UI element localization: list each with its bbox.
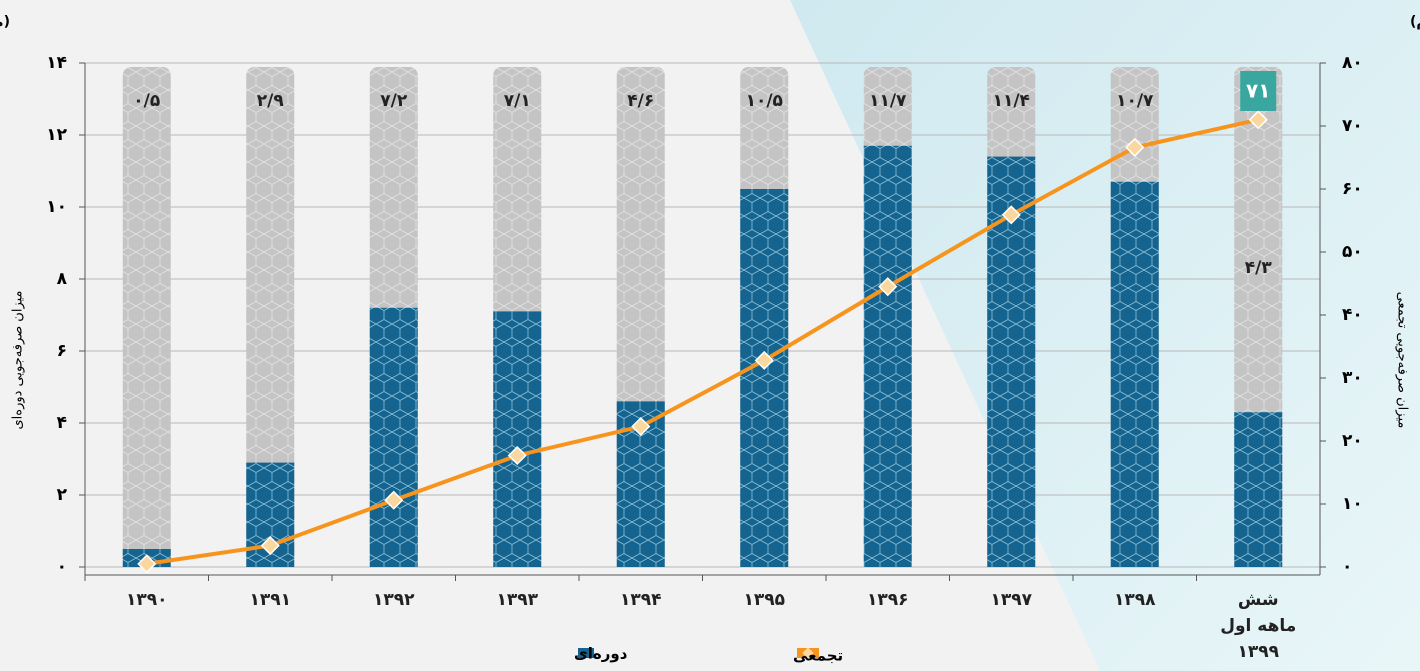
bar-value-label: ۱۱/۷ — [869, 91, 907, 111]
line-marker — [878, 277, 898, 297]
x-tick-label: ۱۳۹۱ — [249, 590, 291, 610]
y2-tick-label: ۲۰ — [1342, 431, 1363, 451]
line-marker — [1125, 137, 1145, 157]
left-unit: (میلیون بشکه نفت خام) — [0, 14, 10, 30]
y2-tick-label: ۵۰ — [1342, 242, 1363, 262]
line-marker — [631, 416, 651, 437]
line-marker — [137, 554, 157, 574]
bar — [493, 311, 542, 567]
x-tick-label: ۱۳۹۶ — [866, 590, 909, 610]
x-tick-label: شش ماهه اول ۱۳۹۹ — [1220, 590, 1297, 662]
bar-value-label: ۲/۹ — [257, 91, 285, 111]
bar — [863, 145, 912, 568]
x-tick-label: ۱۳۹۰ — [125, 590, 168, 610]
y2-tick-label: ۸۰ — [1342, 53, 1363, 73]
y2-axis-title: میزان صرفه‌جویی تجمعی — [1395, 292, 1410, 429]
line-value-label: ۷۱ — [1246, 79, 1270, 103]
x-tick-label: ۱۳۹۵ — [743, 590, 785, 610]
y-axis-title: میزان صرفه‌جویی دوره‌ای — [11, 290, 26, 429]
y-tick-label: ۲ — [57, 485, 68, 505]
legend-marker — [802, 647, 814, 659]
y2-tick-label: ۰ — [1342, 557, 1352, 577]
y2-tick-label: ۱۰ — [1342, 494, 1363, 514]
y-tick-label: ۱۰ — [46, 197, 67, 217]
bar-value-label: ۴/۳ — [1245, 258, 1273, 278]
y-tick-label: ۱۴ — [46, 53, 67, 73]
bar-value-label: ۱۰/۷ — [1116, 91, 1154, 111]
x-tick-label: ۱۳۹۷ — [990, 590, 1032, 610]
column-background — [122, 67, 171, 567]
right-unit: (میلیون بشکه نفت خام) — [1410, 14, 1420, 30]
y2-tick-label: ۶۰ — [1342, 179, 1363, 199]
legend-label: دوره‌ای — [574, 645, 628, 663]
bar-value-label: ۱۰/۵ — [746, 91, 783, 111]
y-tick-label: ۱۲ — [46, 125, 67, 145]
column-background — [246, 67, 295, 567]
line-marker — [1248, 110, 1268, 130]
line-marker — [1001, 205, 1021, 225]
line — [146, 117, 1259, 566]
line-marker — [260, 536, 280, 556]
line-marker — [384, 490, 404, 510]
y2-tick-label: ۳۰ — [1342, 368, 1363, 388]
legend-swatch — [578, 648, 594, 658]
bar — [1110, 181, 1159, 568]
y2-tick-label: ۷۰ — [1342, 116, 1363, 136]
bar-value-label: ۰/۵ — [133, 91, 160, 111]
value-label-box — [1240, 71, 1277, 111]
bar — [740, 189, 789, 567]
y-tick-label: ۴ — [57, 413, 67, 433]
x-tick-label: ۱۳۹۲ — [372, 590, 415, 610]
x-tick-label: ۱۳۹۸ — [1113, 590, 1156, 610]
x-tick-label: ۱۳۹۴ — [619, 590, 662, 610]
line-marker — [507, 445, 527, 466]
y-tick-label: ۸ — [57, 269, 68, 289]
line-marker — [754, 350, 774, 370]
y2-tick-label: ۴۰ — [1342, 305, 1363, 325]
legend-label: تجمعی — [793, 647, 843, 665]
bar — [1234, 412, 1283, 567]
bar-value-label: ۷/۱ — [504, 91, 531, 111]
bar-value-label: ۱۱/۴ — [993, 91, 1030, 111]
y-tick-label: ۶ — [57, 341, 67, 361]
bar — [369, 307, 418, 567]
bar-value-label: ۴/۶ — [627, 91, 654, 111]
x-tick-label: ۱۳۹۳ — [496, 590, 538, 610]
y-tick-label: ۰ — [57, 557, 67, 577]
bar-value-label: ۷/۲ — [380, 91, 408, 111]
